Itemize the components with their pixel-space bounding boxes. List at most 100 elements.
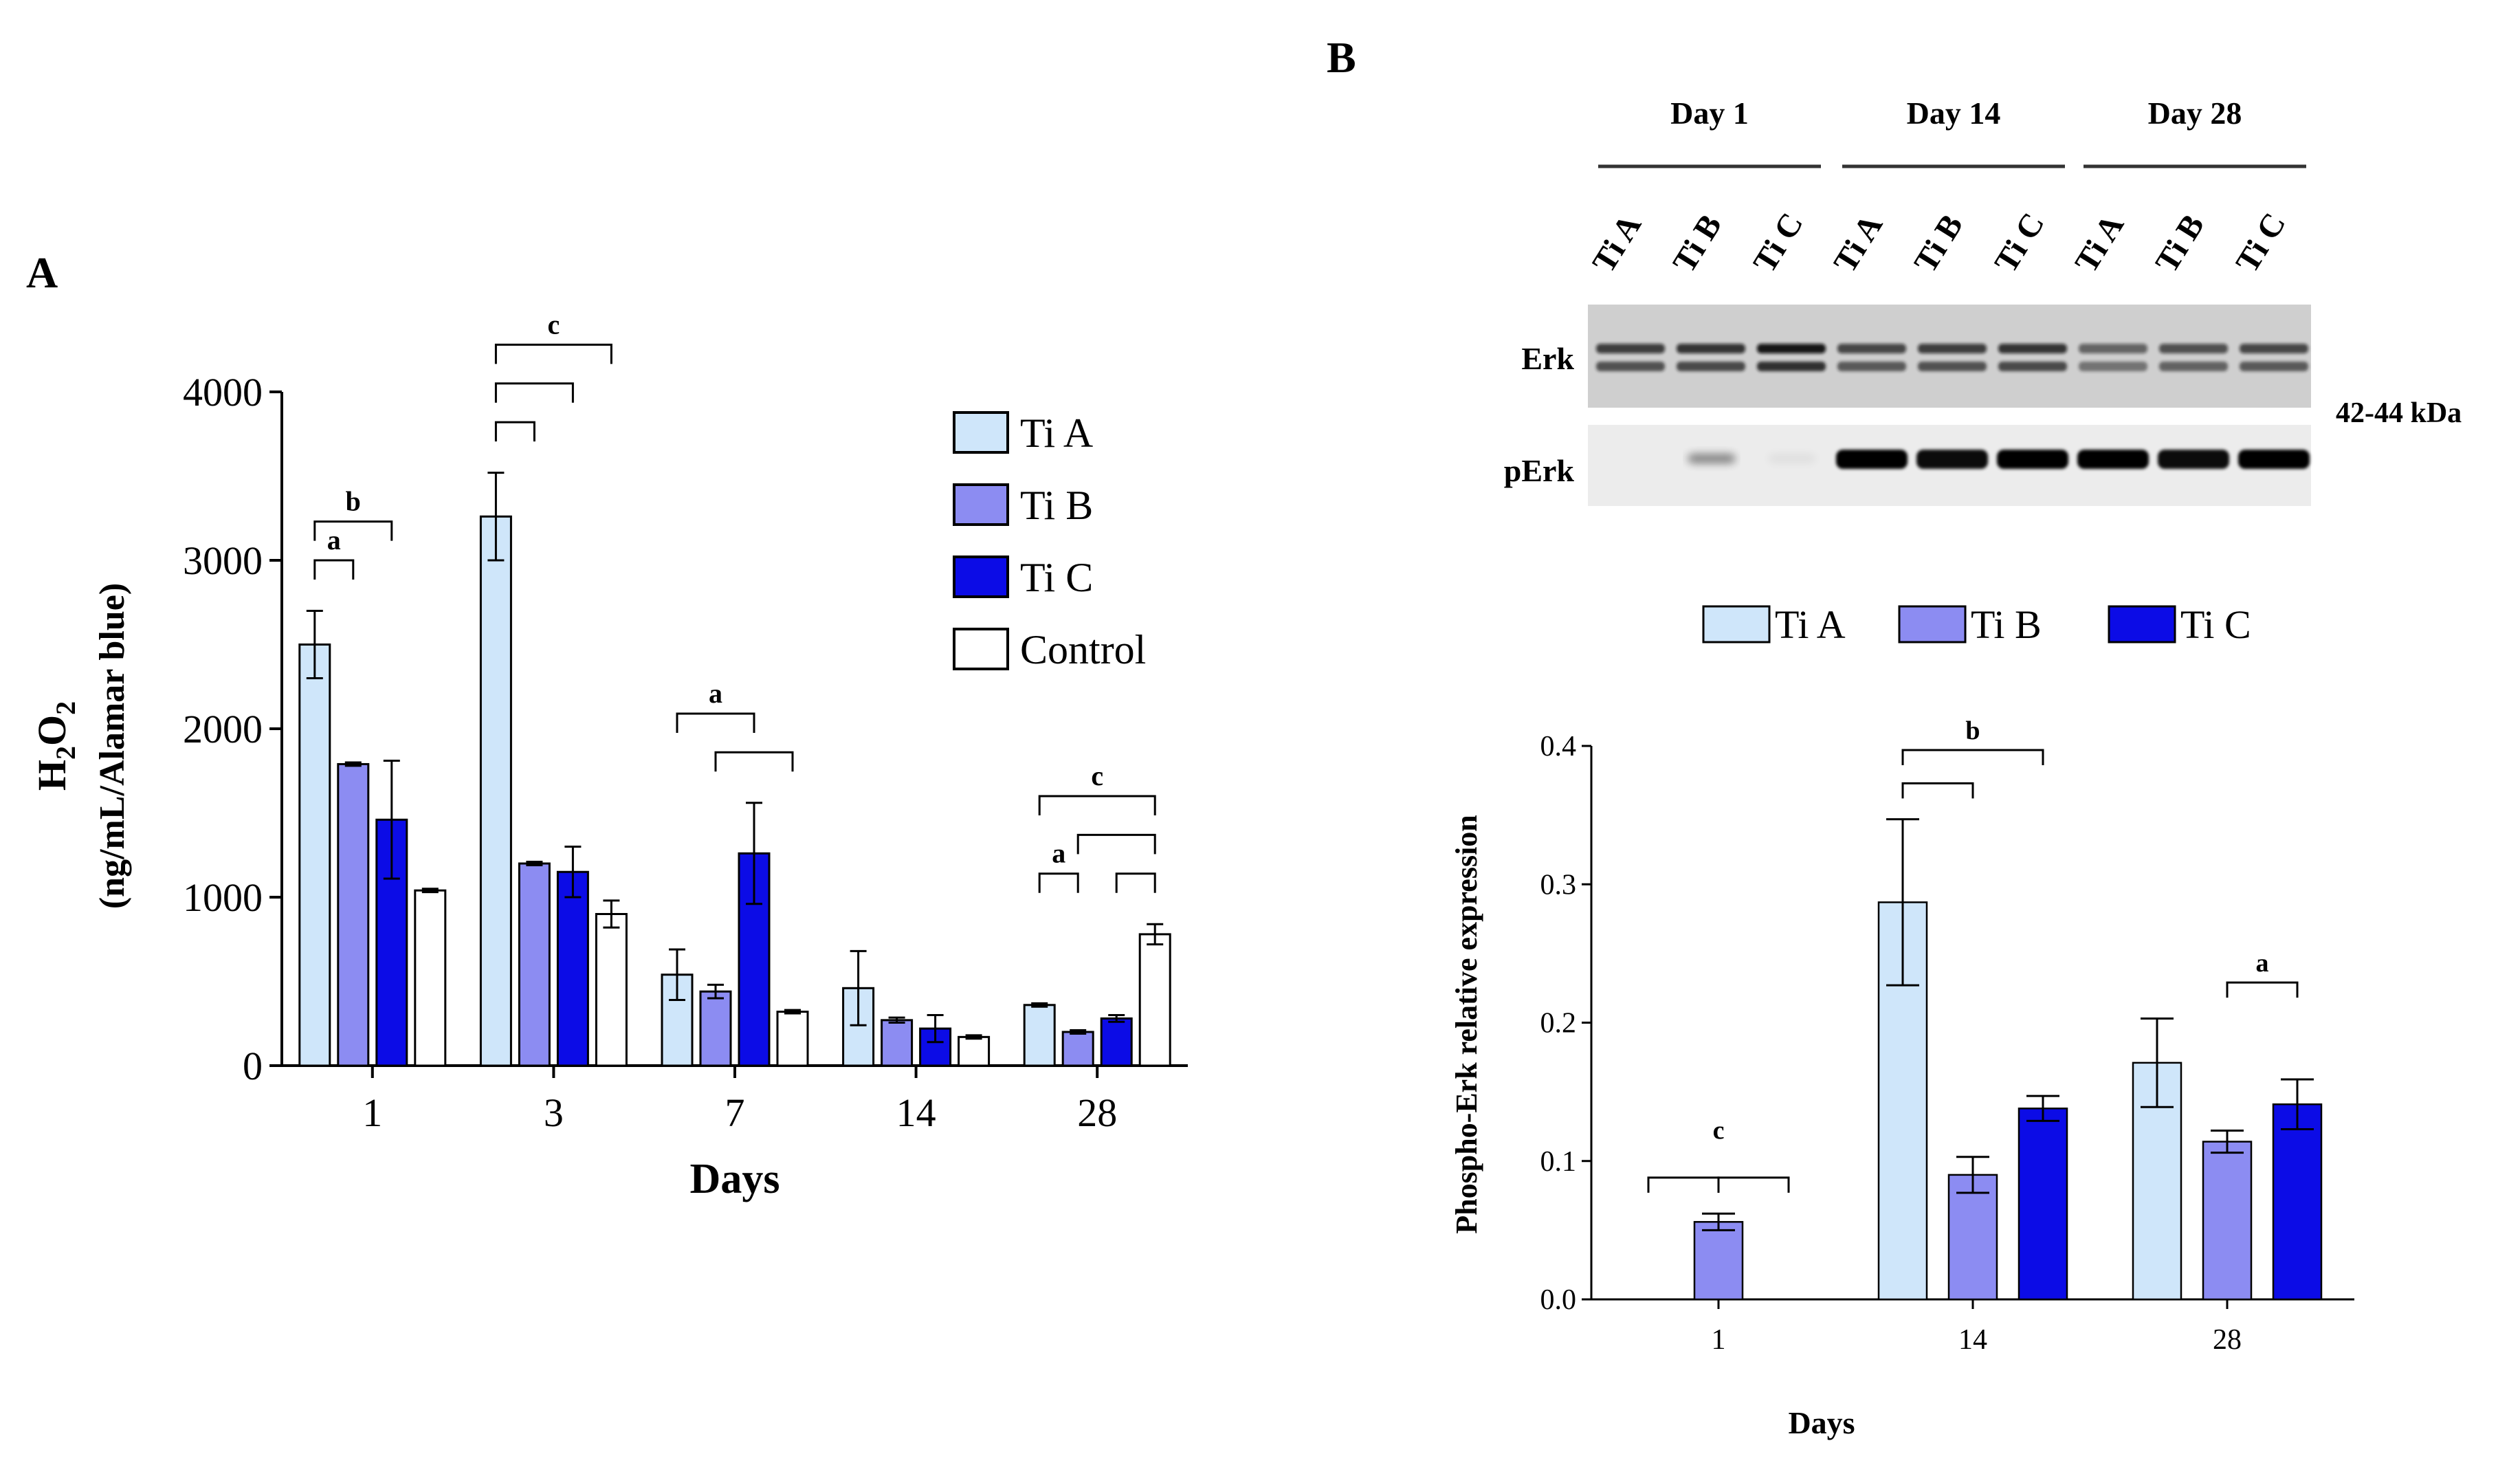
chart-a-significance-bracket — [494, 343, 612, 364]
chart-b-significance-label: c — [1713, 1116, 1725, 1145]
chart-a-error-bar — [1108, 1014, 1125, 1023]
blot-day-group-label: Day 28 — [2148, 96, 2242, 131]
chart-b-legend-swatch — [2108, 605, 2176, 644]
chart-a-error-bar — [927, 1014, 944, 1044]
chart-a-error-bar — [603, 899, 620, 929]
erk-band-upper — [1677, 344, 1745, 353]
chart-a-legend-label: Control — [1020, 627, 1146, 672]
chart-a-error-bar — [1031, 1002, 1048, 1008]
erk-band-lower — [1757, 362, 1826, 371]
chart-a-legend-label: Ti B — [1020, 483, 1093, 528]
chart-b-error-bar — [1702, 1212, 1735, 1231]
chart-a-bar — [595, 913, 628, 1067]
western-blot: Day 1 Day 14 Day 28 Ti A Ti B Ti C Ti A Ti B Ti… — [1504, 96, 2462, 506]
blot-day-groups: Day 1 Day 14 Day 28 — [1598, 96, 2306, 168]
chart-a-significance-label: b — [346, 486, 361, 517]
chart-a-error-bar — [421, 888, 439, 894]
perk-band — [1836, 450, 1908, 469]
erk-band-upper — [1837, 344, 1906, 353]
blot-size-label: 42-44 kDa — [2336, 397, 2462, 429]
chart-a-legend-swatch — [953, 411, 1009, 454]
erk-blot-strip — [1588, 305, 2311, 408]
chart-a-bar — [414, 889, 447, 1067]
chart-a-y-tick-label: 1000 — [183, 875, 263, 920]
chart-a-bar — [1061, 1031, 1094, 1067]
erk-band-lower — [2159, 362, 2228, 371]
blot-day-group-label: Day 1 — [1670, 96, 1749, 131]
chart-a-bar — [776, 1011, 809, 1067]
blot-lane-label: Ti B — [1907, 208, 1970, 279]
chart-b-error-bar — [1956, 1156, 1989, 1194]
blot-lane-label: Ti C — [1746, 206, 1810, 278]
chart-a-x-tick-label: 28 — [1077, 1090, 1117, 1135]
chart-a-y-tick-label: 4000 — [183, 370, 263, 415]
chart-a: H2O2 (ng/mL/Alamar blue) Ti A Ti B Ti C Con… — [30, 309, 1188, 1202]
chart-a-x-axis-label: Days — [690, 1156, 780, 1202]
chart-a-error-bar — [888, 1016, 905, 1024]
chart-a-error-bar — [746, 802, 762, 905]
chart-a-error-bar — [850, 949, 867, 1026]
chart-b-bar — [2202, 1141, 2253, 1301]
blot-bands — [1596, 344, 2310, 469]
erk-band-upper — [2079, 344, 2147, 353]
chart-b: Phospho-Erk relative expression Ti A Ti B… — [1450, 602, 2354, 1440]
chart-a-y-axis-label: H2O2 (ng/mL/Alamar blue) — [30, 583, 132, 909]
chart-a-significance-label: a — [327, 525, 341, 556]
chart-b-significance-bracket — [1901, 782, 1974, 799]
blot-lane-label: Ti A — [2068, 208, 2131, 278]
erk-band-lower — [2079, 362, 2147, 371]
chart-a-bar — [518, 862, 551, 1067]
chart-a-legend: Ti A Ti B Ti C Control — [953, 410, 1146, 672]
perk-band — [2158, 450, 2229, 469]
erk-band-upper — [2159, 344, 2228, 353]
blot-lane-label: Ti A — [1585, 208, 1648, 278]
erk-band-upper — [1757, 344, 1826, 353]
chart-b-significance-bracket — [1717, 1176, 1790, 1193]
chart-a-error-bar — [1070, 1029, 1087, 1035]
chart-a-error-bar — [487, 472, 505, 562]
chart-a-error-bar — [784, 1009, 801, 1015]
erk-band-upper — [1998, 344, 2067, 353]
chart-b-legend-label: Ti B — [1971, 602, 2042, 647]
chart-a-significance-bracket — [1038, 795, 1156, 815]
blot-day-group-label: Day 14 — [1907, 96, 2001, 131]
chart-b-significance-label: b — [1965, 716, 1980, 745]
blot-lane-label: Ti A — [1826, 208, 1890, 278]
chart-a-error-bar — [564, 846, 582, 899]
erk-band-upper — [1596, 344, 1665, 353]
chart-b-x-tick-label: 1 — [1712, 1324, 1726, 1356]
panel-a-label: A — [26, 248, 58, 297]
perk-band — [2238, 450, 2310, 469]
chart-a-error-bar — [383, 760, 400, 880]
chart-a-significance-label: c — [1091, 760, 1103, 791]
chart-b-significance-bracket — [1647, 1176, 1720, 1193]
chart-b-significance-bracket — [2226, 981, 2299, 998]
erk-band-lower — [1998, 362, 2067, 371]
perk-band — [1997, 450, 2068, 469]
chart-a-y-tick-label: 2000 — [183, 707, 263, 751]
chart-b-bar — [1947, 1174, 1998, 1301]
chart-a-significance-bracket — [676, 712, 755, 733]
chart-a-bar — [479, 515, 512, 1067]
erk-band-upper — [2240, 344, 2308, 353]
chart-a-significance-bracket — [313, 520, 393, 541]
blot-row-label-erk: Erk — [1521, 341, 1574, 376]
chart-b-x-tick-label: 28 — [2213, 1324, 2242, 1356]
chart-a-error-bar — [344, 761, 362, 767]
chart-a-error-bar — [965, 1034, 982, 1040]
chart-a-bar — [1023, 1004, 1056, 1067]
chart-a-bar — [958, 1035, 991, 1067]
chart-a-bar — [1100, 1017, 1133, 1067]
erk-band-lower — [1596, 362, 1665, 371]
blot-row-label-perk: pErk — [1504, 453, 1575, 488]
chart-b-y-tick-label: 0.4 — [1540, 731, 1577, 762]
chart-a-y-tick-label: 3000 — [183, 538, 263, 583]
chart-b-legend-label: Ti C — [2180, 602, 2251, 647]
chart-a-bar — [337, 762, 370, 1067]
chart-a-legend-label: Ti C — [1020, 555, 1093, 600]
chart-a-significance-label: c — [548, 309, 560, 340]
chart-a-error-bar — [1147, 923, 1164, 946]
chart-a-error-bar — [526, 861, 543, 866]
chart-a-significance-label: a — [709, 678, 722, 709]
chart-a-y-axis-label-units: (ng/mL/Alamar blue) — [93, 583, 132, 909]
